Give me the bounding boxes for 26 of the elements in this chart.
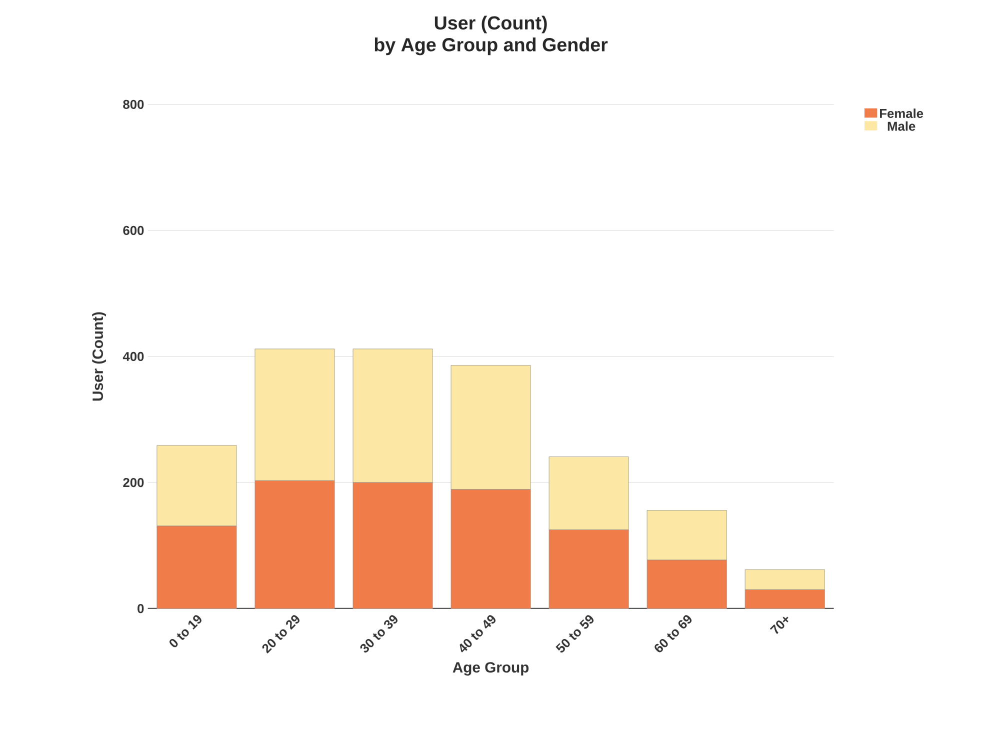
y-tick-label: 600 xyxy=(123,226,144,236)
chart-subtitle: by Age Group and Gender xyxy=(374,38,608,56)
x-tick-label: 20 to 29 xyxy=(262,615,300,654)
bar xyxy=(744,590,825,609)
x-tick-label: 70+ xyxy=(770,616,788,634)
x-axis-title: Age Group xyxy=(452,662,529,676)
bar xyxy=(646,510,727,560)
y-tick-label: 400 xyxy=(122,352,144,362)
x-tick-label: 30 to 39 xyxy=(360,615,398,653)
legend-label: Female xyxy=(880,108,924,118)
y-tick-label: 200 xyxy=(123,478,144,488)
x-tick-label: 40 to 49 xyxy=(460,615,496,652)
bar xyxy=(156,526,237,609)
bar xyxy=(450,489,531,609)
chart-title: User (Count) xyxy=(434,16,547,34)
y-tick-label: 800 xyxy=(123,100,144,110)
legend-label: Male xyxy=(888,121,916,131)
y-axis-title: User (Count) xyxy=(92,312,106,401)
x-tick-label: 0 to 19 xyxy=(169,615,202,648)
y-tick-label: 0 xyxy=(138,604,144,614)
bar xyxy=(646,560,727,609)
bar xyxy=(254,480,335,609)
x-tick-label: 50 to 59 xyxy=(556,615,594,653)
bar xyxy=(352,482,433,609)
bar xyxy=(548,530,629,609)
x-tick-label: 60 to 69 xyxy=(654,615,692,652)
